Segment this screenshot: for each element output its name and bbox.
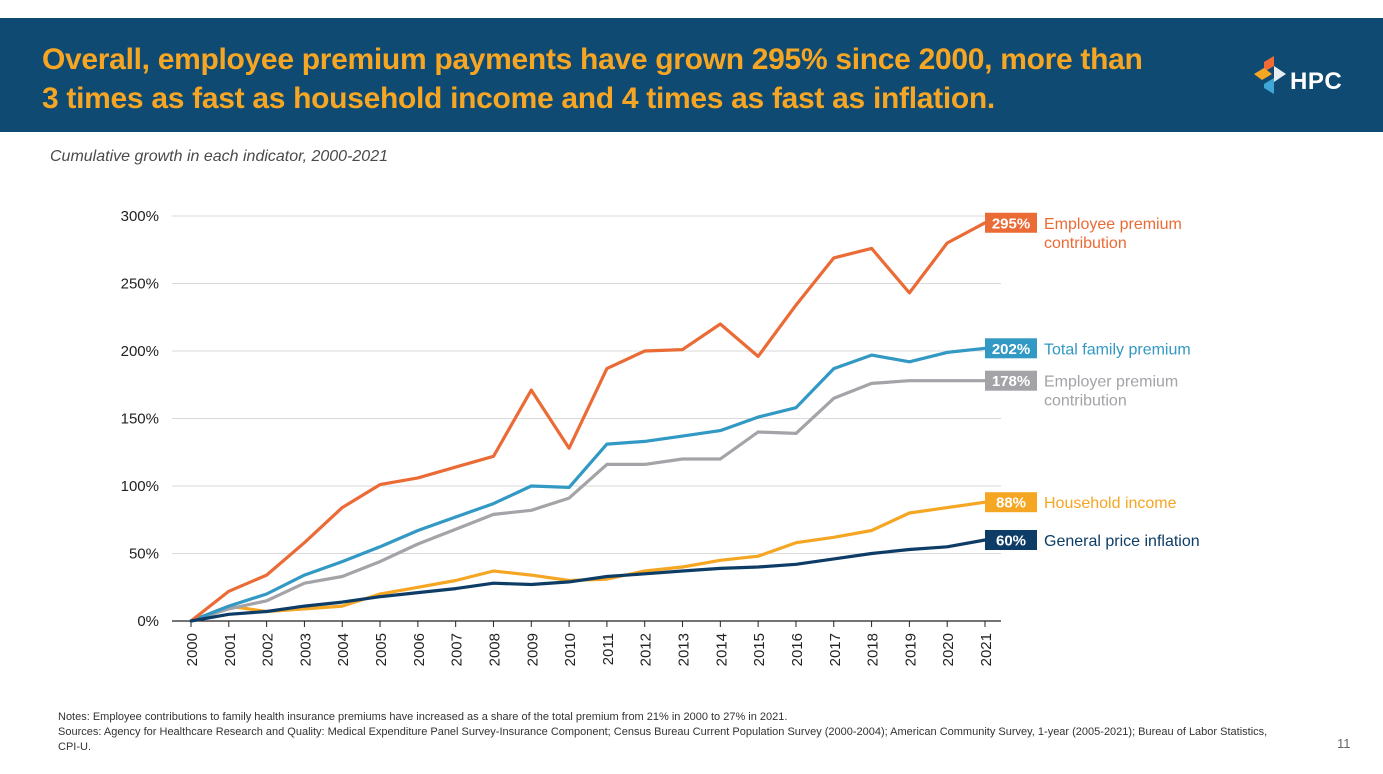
page-title: Overall, employee premium payments have … [42,43,1143,115]
x-tick-label: 2017 [827,633,844,666]
x-tick-label: 2008 [486,633,503,666]
series-line [189,221,987,623]
end-value-label: 60% [996,533,1026,550]
title-banner: Overall, employee premium payments have … [0,18,1383,132]
series-line [189,346,987,623]
end-value-badge [985,492,1037,513]
x-tick-label: 2013 [676,633,693,666]
y-tick-label: 0% [137,613,159,630]
top-strip [0,0,1383,19]
end-value-label: 88% [996,495,1026,512]
x-tick-label: 2000 [184,633,201,666]
series-name-label: Total family premium [1044,341,1191,358]
series-line [189,379,987,623]
x-tick-label: 2001 [222,633,239,666]
series-labels: 88% Household income 178% Employer premium c… [985,212,1200,550]
x-tick-label: 2011 [600,633,617,665]
y-tick-label: 200% [121,343,159,360]
x-tick-label: 2004 [335,633,352,666]
series-line [189,500,987,623]
y-tick-label: 150% [121,411,159,428]
x-axis-ticks: 2000 2001 2002 2003 2004 2005 2006 2007 2008 2009… [184,621,995,666]
x-tick-label: 2018 [865,633,882,666]
gridlines [172,215,1001,622]
end-value-badge [985,212,1037,233]
y-tick-label: 50% [129,546,159,563]
series-name-label: Employer premium [1044,374,1178,391]
end-value-label: 295% [992,215,1030,232]
series-name-label: General price inflation [1044,533,1200,550]
series-name-label: Employee premium [1044,216,1182,233]
end-value-badge [985,530,1037,550]
notes-text: Notes: Employee contributions to family … [58,711,788,723]
logo-text: HPC [1290,68,1343,95]
end-value-badge [985,338,1037,359]
y-tick-label: 250% [121,276,159,293]
end-value-badge [985,370,1037,391]
end-value-label: 202% [992,341,1030,358]
x-tick-label: 2007 [449,633,466,666]
x-tick-label: 2010 [562,633,579,666]
x-tick-label: 2016 [789,633,806,666]
x-tick-label: 2006 [411,633,428,666]
chart-subtitle: Cumulative growth in each indicator, 200… [50,148,388,165]
notes-block: Notes: Employee contributions to family … [58,710,1288,755]
series-name-label: contribution [1044,393,1127,410]
series-name-label: Household income [1044,495,1177,512]
hpc-logo-icon [1254,56,1286,94]
series-lines [189,221,987,623]
y-tick-label: 100% [121,478,159,495]
series-line [189,538,987,623]
x-tick-label: 2021 [978,633,995,666]
x-tick-label: 2020 [940,633,957,666]
y-tick-label: 300% [121,208,159,225]
x-tick-label: 2003 [297,633,314,666]
y-axis-ticks: 0% 50% 100% 150% 200% 250% 300% [121,208,159,630]
x-tick-label: 2009 [524,633,541,666]
x-tick-label: 2014 [713,633,730,666]
sources-text: Sources: Agency for Healthcare Research … [58,726,1268,753]
line-chart: 0%50%100%150%200%250%300% 2000 2001 2002 20… [121,208,1200,666]
page-number: 11 [1337,736,1351,751]
series-name-label: contribution [1044,235,1127,252]
x-tick-label: 2012 [638,633,655,666]
x-tick-label: 2005 [373,633,390,666]
x-tick-label: 2019 [902,633,919,666]
end-value-label: 178% [992,373,1030,390]
x-tick-label: 2002 [260,633,277,666]
x-tick-label: 2015 [751,633,768,666]
